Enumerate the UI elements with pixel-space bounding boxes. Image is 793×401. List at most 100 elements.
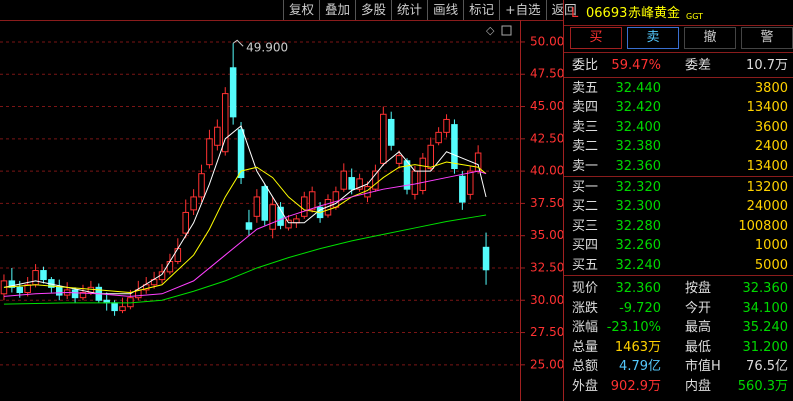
label: 最高 [685,320,712,335]
label: 买一 [572,180,599,195]
separator [564,275,793,276]
y-tick-label: 42.50 [530,131,563,145]
candle-body [182,211,189,234]
price: 32.260 [615,238,662,254]
label: 买二 [572,199,599,215]
trade-button[interactable]: 买 [570,27,622,49]
volume: 1000 [754,238,788,254]
price: 32.320 [615,180,662,195]
toolbar-button[interactable]: 复权 [283,0,319,20]
candle-body [419,157,427,191]
candle-body [308,191,316,211]
volume: 24000 [746,199,788,215]
value: 560.3万 [737,378,788,394]
stock-name: 赤峰黄金 [628,6,681,21]
candle-body [40,270,47,281]
label: 买三 [572,218,599,234]
market: L [571,6,579,21]
label: 涨幅 [572,320,599,335]
toolbar-button[interactable]: 返回 [545,0,582,20]
volume: 13200 [746,180,788,195]
price: 32.240 [615,257,662,273]
candle-body [253,196,261,217]
candle-body [32,270,39,286]
price: 32.280 [615,218,662,234]
y-tick-label: 32.50 [530,260,563,274]
candle-body [293,218,300,224]
value: 59.47% [611,58,661,73]
candle-body [395,155,403,164]
trade-button[interactable]: 警 [741,27,793,49]
candle-body [411,170,419,195]
label: 买五 [572,257,599,273]
label: 按盘 [685,281,712,296]
price: 32.400 [615,119,662,135]
candle-body [237,129,245,179]
tag: GGT [686,12,703,21]
candle-body [8,280,16,288]
candle-body [277,206,284,226]
value: 76.5亿 [746,359,788,374]
toolbar-button[interactable]: 统计 [391,0,427,20]
candle-body [166,261,174,273]
separator [564,52,793,53]
candle-body [340,170,348,190]
value: 32.360 [615,281,662,296]
candle-body [427,144,434,170]
value: 34.100 [742,300,789,316]
header: L 06693 赤峰黄金 GGT [564,4,793,23]
label: 总量 [572,339,599,355]
ask-row: 卖二 32.380 2400 [564,137,793,156]
candle-body [24,284,31,294]
bid-row: 买三 32.280 100800 [564,217,793,236]
candle-body [285,219,292,229]
y-tick-label: 40.00 [530,164,563,178]
candle-body [190,196,197,211]
trade-button[interactable]: 撤 [684,27,736,49]
candle-body [214,126,221,146]
label: 最低 [685,339,712,355]
order-ratio: 委比 59.47% 委差 10.7万 [564,56,793,75]
label: 市值H [685,359,721,374]
toolbar-button[interactable]: +自选 [499,0,545,20]
label: 卖一 [572,158,599,174]
label: 现价 [572,281,599,296]
ma-line [3,125,487,295]
candle-body [466,170,474,195]
icon[interactable]: ◇ [486,24,495,37]
toolbar-button[interactable]: 画线 [427,0,463,20]
ask-row: 卖一 32.360 13400 [564,157,793,176]
label: 委比 [572,58,599,73]
icon[interactable] [501,25,512,36]
bid-row: 买一 32.320 13200 [564,178,793,197]
ma-line [3,161,487,294]
toolbar-button[interactable]: 标记 [463,0,499,20]
candle-body [56,286,63,296]
toolbar-button[interactable]: 多股 [355,0,391,20]
candle-body [459,175,466,203]
toolbar-button[interactable]: 叠加 [319,0,355,20]
volume: 3800 [754,81,788,96]
value: 35.240 [742,320,789,335]
stat-row: 涨跌 -9.720 今开 34.100 [564,299,793,318]
chart: ◇ 50.00 47.50 45.00 42.50 40.00 37.50 35.00 32.… [0,20,563,401]
ask-row: 卖五 32.440 3800 [564,79,793,98]
y-tick-label: 27.50 [530,325,563,339]
label: 外盘 [572,378,599,394]
price: 32.420 [615,100,662,116]
toolbar: 复权 叠加 多股 统计 画线 标记 +自选 返回 [283,0,582,20]
candle-body [229,67,237,118]
candle-body [142,284,150,291]
candle-body [269,204,276,230]
candle-body [451,124,458,170]
candle-body [119,306,126,312]
value: 31.200 [742,339,789,355]
label: 卖四 [572,100,599,116]
trade-button[interactable]: 卖 [627,27,679,49]
volume: 5000 [754,257,788,273]
candle-body [221,93,229,153]
separator [564,176,793,177]
y-tick-label: 37.50 [530,196,563,210]
candle-body [356,178,363,190]
value: 4.79亿 [619,359,661,374]
